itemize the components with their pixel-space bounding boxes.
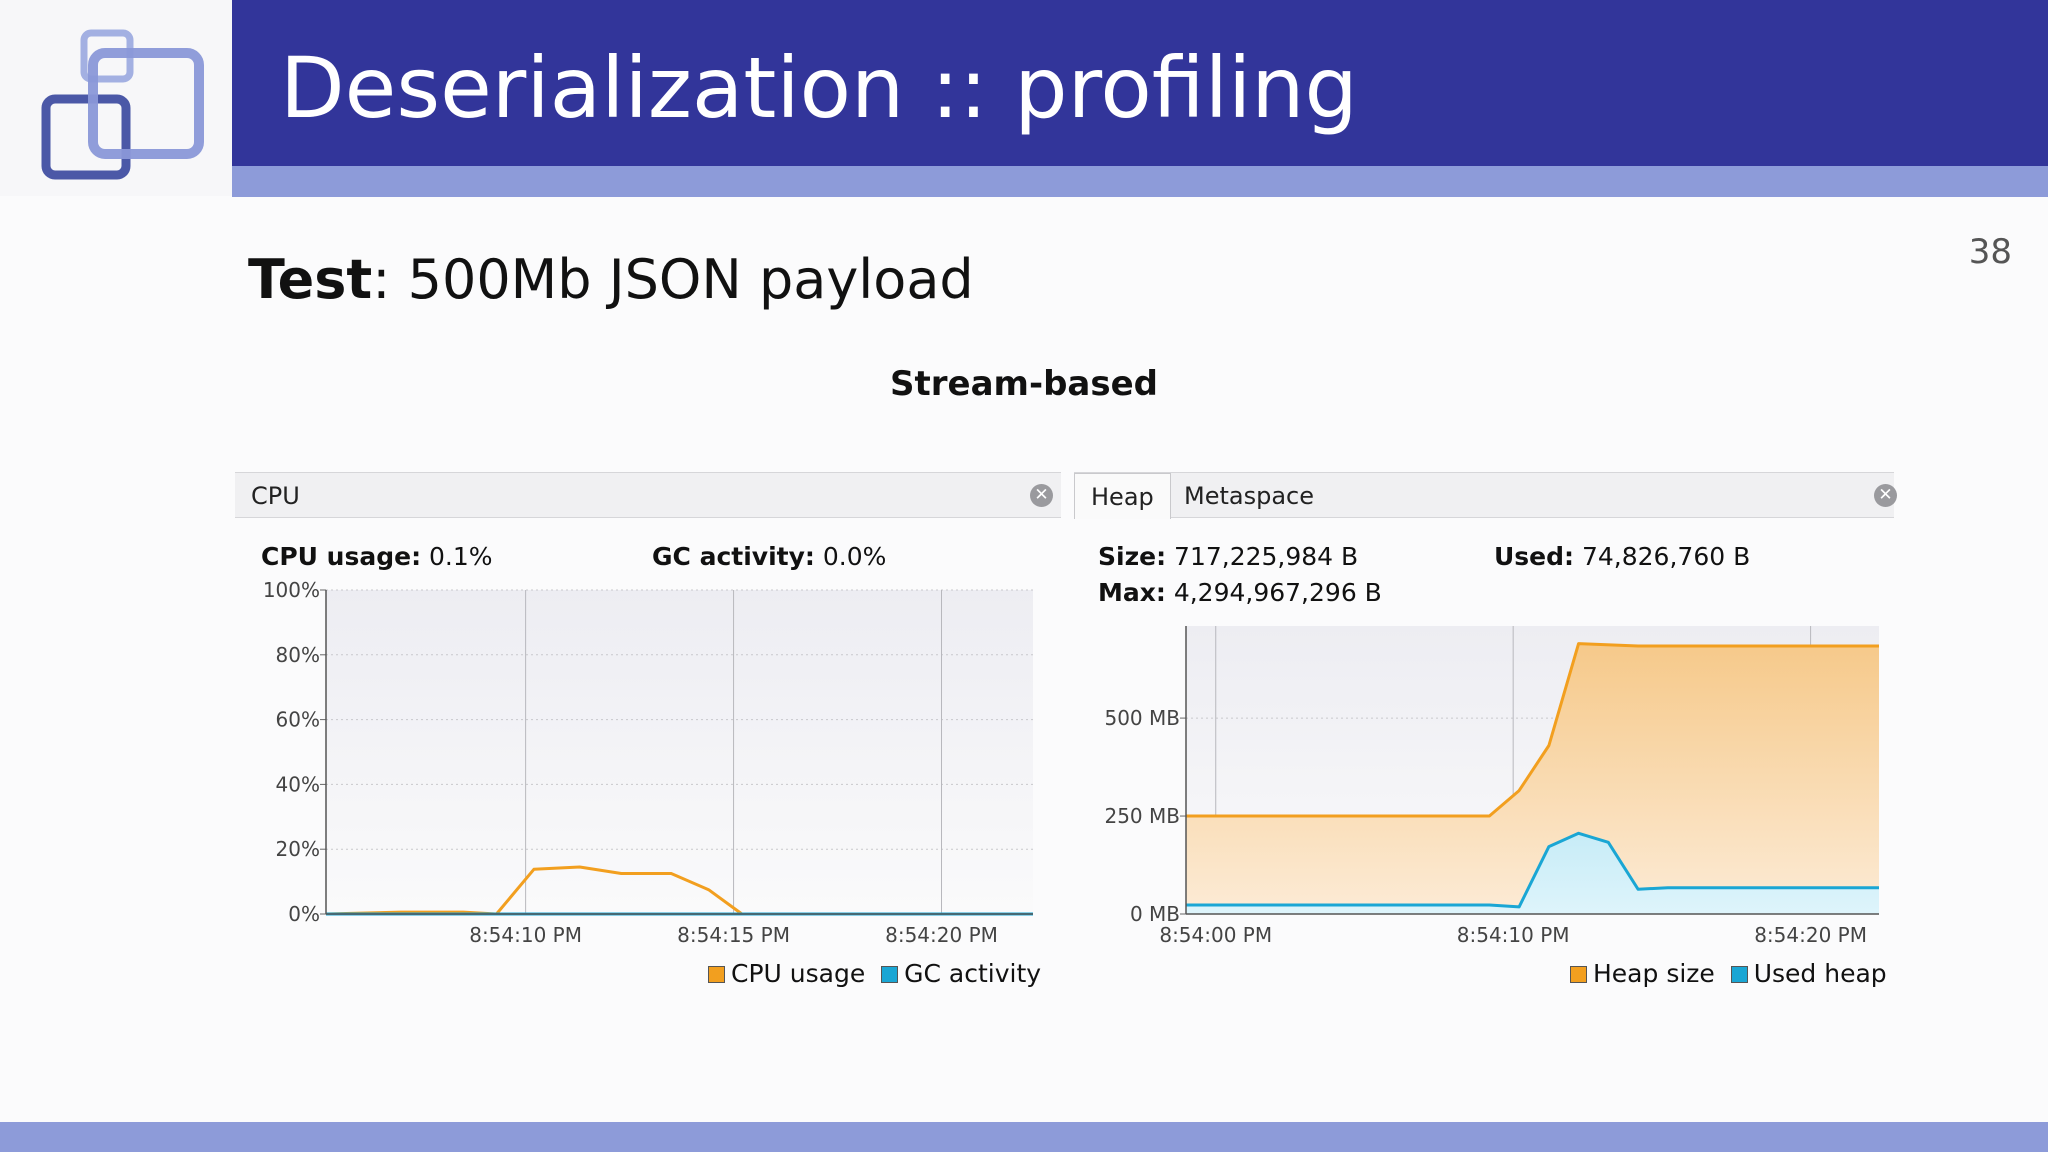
heap-max-label: Max:: [1098, 578, 1166, 607]
cpu-chart: 100% 80% 60% 40% 20% 0% 8:54:10 PM 8:54:15 PM 8:…: [263, 578, 1033, 947]
chart-caption: Stream-based: [890, 364, 1158, 404]
heap-x-tick-label: 8:54:10 PM: [1457, 923, 1570, 947]
heap-y-tick-label: 500 MB: [1104, 706, 1180, 730]
cpu-y-tick-label: 100%: [263, 578, 320, 602]
test-heading: Test: 500Mb JSON payload: [248, 248, 974, 311]
heap-used-label: Used:: [1494, 542, 1575, 571]
heap-close-icon[interactable]: ✕: [1874, 484, 1897, 507]
heap-y-tick-label: 0 MB: [1130, 902, 1180, 926]
tab-heap[interactable]: Heap: [1074, 473, 1171, 519]
heap-size-stat: Size: 717,225,984 B: [1098, 542, 1358, 571]
heap-legend: Heap size Used heap: [1570, 959, 1887, 988]
legend-swatch-gc: [881, 966, 899, 983]
heap-tab-bar: Heap Metaspace ✕: [1074, 472, 1897, 519]
cpu-y-tick-label: 80%: [276, 643, 320, 667]
cpu-tab-bar: CPU ✕: [235, 472, 1061, 518]
heap-size-label: Size:: [1098, 542, 1167, 571]
heap-used-value: 74,826,760 B: [1581, 542, 1751, 571]
heap-line-heap-size: [1186, 642, 1879, 818]
test-label: Test: [248, 248, 373, 311]
legend-swatch-used: [1730, 966, 1748, 983]
cpu-x-tick-label: 8:54:15 PM: [677, 923, 790, 947]
heap-used-stat: Used: 74,826,760 B: [1494, 542, 1750, 571]
legend-swatch-cpu: [708, 966, 725, 983]
cpu-plot-area: [326, 590, 1033, 914]
cpu-usage-stat: CPU usage: 0.1%: [261, 542, 493, 571]
logo: [0, 0, 232, 196]
legend-used-heap: Used heap: [1753, 959, 1887, 988]
cpu-y-tick-label: 0%: [288, 902, 320, 926]
cpu-usage-value: 0.1%: [429, 542, 493, 571]
title-strip: [232, 166, 2048, 197]
legend-gc-activity: GC activity: [904, 959, 1042, 988]
heap-size-value: 717,225,984 B: [1174, 542, 1359, 571]
heap-panel: Heap Metaspace ✕ Size: 717,225,984 B Use…: [1074, 472, 1897, 1012]
gc-activity-label: GC activity:: [652, 542, 815, 571]
tab-metaspace[interactable]: Metaspace: [1184, 482, 1314, 510]
cpu-close-icon[interactable]: ✕: [1030, 484, 1053, 507]
page-number: 38: [1968, 232, 2012, 272]
cpu-tab-title[interactable]: CPU: [251, 482, 300, 510]
heap-chart: 500 MB 250 MB 0 MB8:54:00 PM 8:54:10 PM 8:54…: [1104, 626, 1879, 947]
legend-cpu-usage: CPU usage: [731, 959, 866, 988]
cpu-y-tick-label: 20%: [276, 837, 320, 861]
cpu-usage-label: CPU usage:: [261, 542, 422, 571]
heap-max-stat: Max: 4,294,967,296 B: [1098, 578, 1382, 607]
gc-activity-stat: GC activity: 0.0%: [652, 542, 886, 571]
heap-x-tick-label: 8:54:20 PM: [1754, 923, 1867, 947]
footer-bar: [0, 1122, 2048, 1152]
heap-max-value: 4,294,967,296 B: [1173, 578, 1382, 607]
cpu-panel: CPU ✕ CPU usage: 0.1% GC activity: 0.0% …: [235, 472, 1061, 1012]
title-bar: [232, 0, 2048, 166]
cpu-x-tick-label: 8:54:10 PM: [469, 923, 582, 947]
legend-swatch-heap: [1570, 966, 1587, 983]
cpu-legend: CPU usage GC activity: [708, 959, 1041, 988]
test-text: : 500Mb JSON payload: [372, 248, 974, 311]
heap-x-tick-label: 8:54:00 PM: [1159, 923, 1272, 947]
logo-icon: [41, 29, 204, 180]
cpu-y-tick-label: 40%: [276, 772, 320, 796]
cpu-y-tick-label: 60%: [276, 708, 320, 732]
heap-y-tick-label: 250 MB: [1104, 804, 1180, 828]
heap-area-used-heap: [1186, 833, 1879, 914]
gc-activity-value: 0.0%: [822, 542, 887, 571]
cpu-x-tick-label: 8:54:20 PM: [885, 923, 998, 947]
heap-area-heap-size: [1186, 643, 1879, 914]
slide-title: Deserialization :: profiling: [280, 39, 1358, 137]
legend-heap-size: Heap size: [1593, 959, 1715, 988]
cpu-line-cpu-usage: [325, 865, 1033, 916]
heap-line-used-heap: [1186, 831, 1879, 909]
